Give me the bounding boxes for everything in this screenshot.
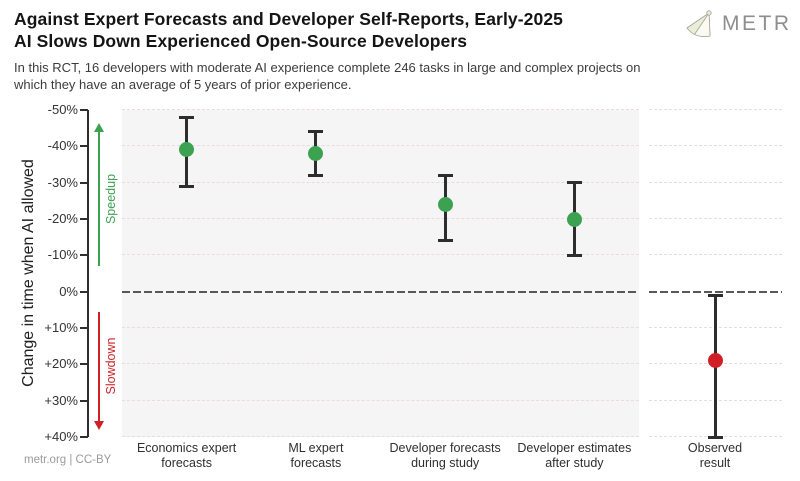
y-tick-mark	[80, 145, 88, 148]
x-category-label: Observed result	[630, 441, 800, 471]
gridline	[122, 399, 639, 401]
license-credit: metr.org | CC-BY	[24, 454, 112, 466]
chart-title-line1: Against Expert Forecasts and Developer S…	[14, 9, 563, 29]
data-point	[437, 196, 453, 212]
gridline	[649, 218, 782, 219]
x-category-label: Developer forecasts during study	[360, 441, 530, 471]
gridline	[649, 109, 782, 110]
x-category-label: Developer estimates after study	[489, 441, 659, 471]
y-tick-label: -10%	[47, 247, 78, 263]
error-bar-cap-bottom	[437, 239, 453, 243]
slowdown-arrow-head	[93, 420, 104, 430]
slowdown-arrow-label: Slowdown	[103, 337, 118, 395]
y-tick-label: 0%	[59, 283, 78, 299]
x-category-label-line: Developer forecasts	[389, 441, 501, 455]
gridline	[122, 327, 639, 328]
error-bar-cap-bottom	[179, 184, 195, 188]
error-bar-cap-top	[707, 293, 723, 297]
gridline	[122, 181, 639, 183]
y-tick-label: -50%	[47, 102, 78, 117]
chart-title-line2: AI Slows Down Experienced Open-Source De…	[14, 31, 468, 51]
y-tick-mark	[80, 363, 88, 366]
y-tick-mark	[80, 254, 88, 257]
y-tick-mark	[80, 327, 88, 329]
y-tick-label: -30%	[47, 174, 78, 190]
x-category-label-line: Observed	[687, 441, 743, 455]
error-bar-cap-top	[308, 130, 324, 134]
error-bar-cap-bottom	[707, 435, 723, 439]
data-point	[707, 353, 723, 369]
gridline	[649, 181, 782, 183]
y-tick-label: -20%	[47, 211, 78, 226]
error-bar-cap-bottom	[566, 253, 582, 257]
y-tick-mark	[80, 181, 88, 184]
metr-gem-icon	[684, 9, 714, 44]
page-header: Against Expert Forecasts and Developer S…	[14, 8, 563, 52]
y-tick-mark	[80, 290, 88, 293]
x-category-label: Economics expert forecasts	[102, 441, 272, 471]
metr-logo-text: METR	[722, 12, 792, 35]
x-category-label-line: forecasts	[161, 456, 212, 470]
gridline	[122, 254, 639, 256]
zero-line	[649, 290, 782, 293]
x-category-label-line: result	[699, 456, 731, 470]
slowdown-arrow-shaft	[97, 311, 101, 421]
metr-logo: METR	[684, 9, 796, 41]
data-point	[566, 211, 582, 227]
y-axis-line	[87, 110, 89, 437]
y-tick-label: -40%	[47, 138, 78, 154]
data-point	[179, 142, 195, 158]
x-category-label: ML expert forecasts	[231, 441, 401, 471]
x-category-label-line: during study	[411, 456, 480, 470]
speedup-arrow-label: Speedup	[103, 173, 118, 225]
error-bar-cap-top	[566, 181, 582, 185]
y-tick-label: +10%	[44, 320, 78, 335]
y-tick-label: +20%	[44, 356, 78, 372]
x-category-label-line: after study	[545, 456, 604, 470]
y-tick-mark	[80, 436, 88, 438]
y-tick-mark	[80, 109, 88, 111]
error-bar-cap-top	[179, 115, 195, 119]
y-tick-label: +40%	[44, 429, 78, 444]
x-category-label-line: forecasts	[290, 456, 342, 470]
y-tick-label: +30%	[44, 392, 78, 408]
gridline	[122, 363, 639, 365]
speedup-arrow-shaft	[97, 131, 101, 267]
error-bar-cap-top	[437, 173, 453, 177]
data-point	[308, 146, 324, 162]
gridline	[649, 254, 782, 256]
y-tick-mark	[80, 218, 88, 220]
gridline	[122, 109, 639, 110]
x-category-label-line: ML expert	[288, 441, 344, 455]
error-bar-cap-bottom	[308, 173, 324, 177]
speedup-arrow-head	[93, 122, 104, 132]
x-category-label-line: Economics expert	[136, 441, 237, 455]
chart-subtitle: In this RCT, 16 developers with moderate…	[14, 60, 641, 92]
zero-line	[122, 290, 639, 293]
gridline	[649, 145, 782, 147]
y-tick-mark	[80, 399, 88, 402]
gridline	[122, 218, 639, 219]
gridline	[122, 145, 639, 147]
plot-panel-main	[122, 110, 639, 437]
gridline	[122, 436, 639, 437]
x-category-label-line: Developer estimates	[517, 441, 632, 455]
